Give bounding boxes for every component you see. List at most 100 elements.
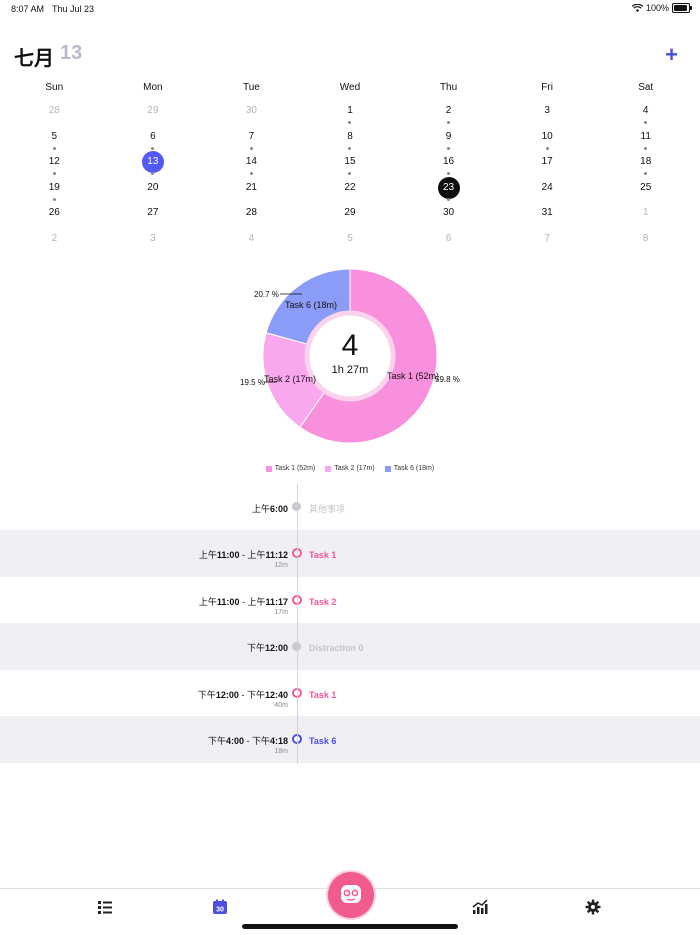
timeline-time: 上午11:00 - 上午11:17 (198, 596, 288, 607)
calendar-day[interactable]: 25 (596, 177, 695, 203)
day-number: 10 (541, 130, 553, 142)
day-number: 6 (150, 130, 156, 142)
day-number: 8 (347, 130, 353, 142)
timeline-label: Task 1 (309, 550, 337, 560)
calendar-day[interactable]: 2 (5, 228, 104, 254)
calendar-day[interactable]: 8 (301, 126, 400, 152)
calendar-day[interactable]: 19 (5, 177, 104, 203)
calendar-day[interactable]: 9 (399, 126, 498, 152)
calendar-day[interactable]: 3 (498, 100, 597, 126)
legend-item[interactable]: Task 1 (52m) (265, 465, 315, 472)
calendar-day[interactable]: 30 (399, 202, 498, 228)
calendar-day[interactable]: 20 (104, 177, 203, 203)
calendar-day[interactable]: 3 (104, 228, 203, 254)
calendar-day[interactable]: 1 (596, 202, 695, 228)
pomodoro-start-button[interactable] (328, 872, 374, 918)
tab-stats[interactable] (472, 899, 496, 919)
weekday-label: Mon (143, 82, 163, 93)
day-number: 6 (445, 232, 452, 244)
day-number: 1 (347, 105, 353, 116)
timeline-duration: 12m (274, 562, 288, 569)
calendar-day[interactable]: 6 (399, 228, 498, 254)
calendar-day[interactable]: 15 (301, 151, 400, 177)
time-period: 下午 (197, 689, 216, 700)
calendar-day[interactable]: 29 (104, 100, 203, 126)
timeline-duration: 18m (274, 748, 288, 755)
tab-list[interactable] (97, 899, 121, 919)
day-number: 30 (245, 105, 257, 116)
slice-label-task6: Task 6 (18m) (285, 300, 338, 310)
calendar-day-today[interactable]: 23 (399, 176, 498, 203)
pomodoro-face-icon (341, 885, 361, 903)
day-number: 30 (443, 207, 455, 219)
calendar-day[interactable]: 6 (104, 126, 203, 152)
calendar-day[interactable]: 4 (596, 100, 695, 126)
time-end: 4:18 (269, 736, 288, 746)
calendar-day[interactable]: 30 (202, 100, 301, 126)
timeline-row[interactable]: 下午12:00 - 下午12:40 40m Task 1 (0, 670, 700, 717)
day-number: 29 (147, 105, 159, 116)
event-dot (249, 146, 253, 150)
calendar-day[interactable]: 28 (202, 202, 301, 228)
calendar-30-icon: 30 (213, 899, 227, 914)
legend-swatch (325, 465, 332, 472)
day-number: 19 (48, 181, 60, 193)
day-number: 24 (541, 181, 553, 193)
calendar-day[interactable]: 16 (399, 151, 498, 177)
calendar-day[interactable]: 5 (5, 126, 104, 152)
tab-calendar[interactable]: 30 (212, 899, 236, 919)
calendar-day[interactable]: 18 (596, 151, 695, 177)
calendar-day[interactable]: 27 (104, 202, 203, 228)
donut-svg (262, 268, 438, 444)
status-time: 8:07 AM (11, 4, 45, 14)
timeline-row[interactable]: 下午12:00 Distraction 0 (0, 623, 700, 670)
legend-item[interactable]: Task 6 (18m) (384, 465, 434, 472)
timeline-row[interactable]: 上午11:00 - 上午11:17 17m Task 2 (0, 577, 700, 624)
calendar-day[interactable]: 7 (202, 126, 301, 152)
event-dot (644, 172, 648, 176)
weekday-label: Sat (638, 82, 654, 93)
calendar-day[interactable]: 28 (5, 100, 104, 126)
day-number: 2 (51, 232, 58, 244)
day-number: 28 (48, 105, 60, 116)
calendar-day[interactable]: 17 (498, 151, 597, 177)
calendar-day[interactable]: 24 (498, 177, 597, 203)
calendar-day-selected[interactable]: 13 (104, 151, 203, 177)
timeline-label: Task 2 (309, 596, 337, 607)
calendar-day[interactable]: 22 (301, 177, 400, 203)
day-number: 18 (640, 156, 652, 168)
calendar-day[interactable]: 31 (498, 202, 597, 228)
event-dot (348, 146, 352, 150)
status-right: 100% (631, 3, 692, 13)
timeline-row[interactable]: 下午4:00 - 下午4:18 18m Task 6 (0, 716, 700, 763)
day-number: 31 (541, 207, 553, 219)
calendar-day[interactable]: 4 (202, 228, 301, 254)
selected-day-number: 13 (60, 42, 83, 64)
event-dot (348, 121, 352, 124)
legend-item[interactable]: Task 2 (17m) (325, 465, 375, 472)
calendar-day[interactable]: 29 (301, 202, 400, 228)
calendar-day[interactable]: 11 (596, 126, 695, 152)
time-period: 上午 (198, 596, 217, 607)
donut-hole (304, 310, 396, 402)
timeline-row[interactable]: 上午11:00 - 上午11:12 12m Task 1 (0, 530, 700, 577)
timeline-time: 下午4:00 - 下午4:18 (207, 736, 288, 746)
calendar-day[interactable]: 8 (596, 228, 695, 254)
calendar-day[interactable]: 26 (5, 202, 104, 228)
calendar-day[interactable]: 5 (301, 228, 400, 254)
calendar-day[interactable]: 10 (498, 126, 597, 152)
calendar-day[interactable]: 14 (202, 151, 301, 177)
calendar-day[interactable]: 2 (399, 100, 498, 126)
day-number: 23 (437, 176, 460, 199)
timeline-row[interactable]: 上午6:00 其他事项 (0, 484, 700, 530)
calendar-day[interactable]: 7 (498, 228, 597, 254)
tab-settings[interactable] (585, 899, 609, 919)
legend-label: Task 2 (17m) (334, 465, 375, 472)
add-button[interactable]: + (665, 42, 678, 67)
calendar-day[interactable]: 1 (301, 100, 400, 126)
calendar-day[interactable]: 12 (5, 151, 104, 177)
slice-label-task2: Task 2 (17m) (264, 374, 317, 384)
day-number: 9 (445, 130, 452, 142)
calendar-day[interactable]: 21 (202, 177, 301, 203)
time-period: 上午 (198, 550, 217, 560)
